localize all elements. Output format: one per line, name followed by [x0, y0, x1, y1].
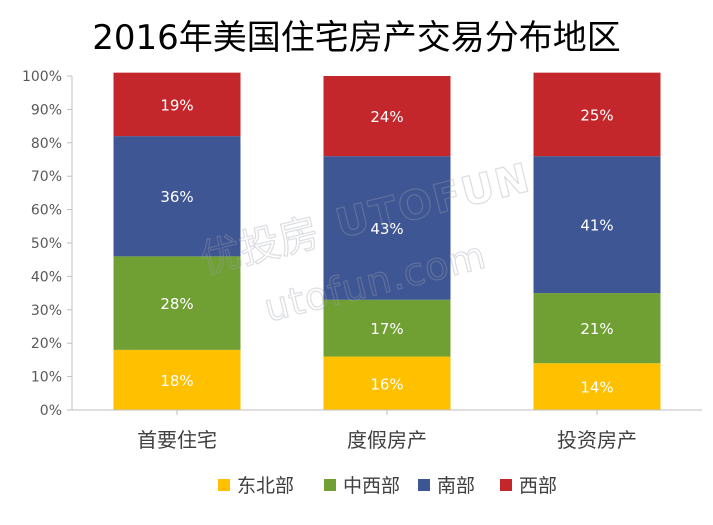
- y-axis: 0% 10% 20% 30% 40% 50% 60% 70% 80% 90% 100%: [22, 69, 73, 419]
- y-tick-label: 80%: [31, 136, 62, 152]
- y-tick-label: 100%: [22, 69, 62, 85]
- legend-swatch: [218, 479, 230, 491]
- y-tick-label: 90%: [31, 102, 62, 118]
- data-label: 21%: [580, 320, 613, 338]
- y-tick-label: 10%: [31, 370, 62, 386]
- y-tick-label: 70%: [31, 169, 62, 185]
- x-axis: 首要住宅 度假房产 投资房产: [72, 409, 702, 452]
- y-tick-label: 50%: [31, 236, 62, 252]
- y-tick-label: 40%: [31, 269, 62, 285]
- x-category-label: 投资房产: [557, 428, 637, 452]
- bar-segment: [533, 363, 661, 410]
- data-label: 17%: [370, 320, 403, 338]
- data-label: 18%: [160, 372, 193, 390]
- bar-segment: [533, 72, 661, 157]
- y-tick-label: 60%: [31, 203, 62, 219]
- data-label: 24%: [370, 108, 403, 126]
- bar-segment: [533, 293, 661, 364]
- legend-swatch: [418, 479, 430, 491]
- data-label: 28%: [160, 295, 193, 313]
- data-label: 43%: [370, 220, 403, 238]
- legend-label: 中西部: [343, 475, 400, 497]
- legend: 东北部 中西部 南部 西部: [218, 475, 557, 497]
- bar-segment: [113, 136, 241, 257]
- legend-label: 东北部: [237, 475, 294, 497]
- bars-group: 18% 28% 36% 19% 16% 17% 43% 24% 14% 21% 41% 25%: [113, 72, 661, 410]
- bar-segment: [113, 256, 241, 350]
- data-label: 36%: [160, 188, 193, 206]
- x-category-label: 首要住宅: [137, 428, 217, 452]
- legend-label: 南部: [437, 475, 475, 497]
- data-label: 16%: [370, 375, 403, 393]
- data-label: 14%: [580, 379, 613, 397]
- x-category-label: 度假房产: [347, 428, 427, 452]
- legend-swatch: [500, 479, 512, 491]
- bar-segment: [323, 356, 451, 410]
- y-tick-label: 30%: [31, 303, 62, 319]
- bar-segment: [323, 156, 451, 300]
- legend-swatch: [324, 479, 336, 491]
- data-label: 41%: [580, 217, 613, 235]
- y-tick-label: 20%: [31, 336, 62, 352]
- data-label: 19%: [160, 96, 193, 114]
- y-tick-label: 0%: [40, 403, 62, 419]
- bar-segment: [323, 76, 451, 157]
- legend-label: 西部: [519, 475, 557, 497]
- chart-title: 2016年美国住宅房产交易分布地区: [92, 18, 621, 58]
- bar-segment: [113, 72, 241, 137]
- bar-segment: [113, 349, 241, 410]
- bar-segment: [323, 299, 451, 357]
- bar-segment: [533, 156, 661, 294]
- data-label: 25%: [580, 106, 613, 124]
